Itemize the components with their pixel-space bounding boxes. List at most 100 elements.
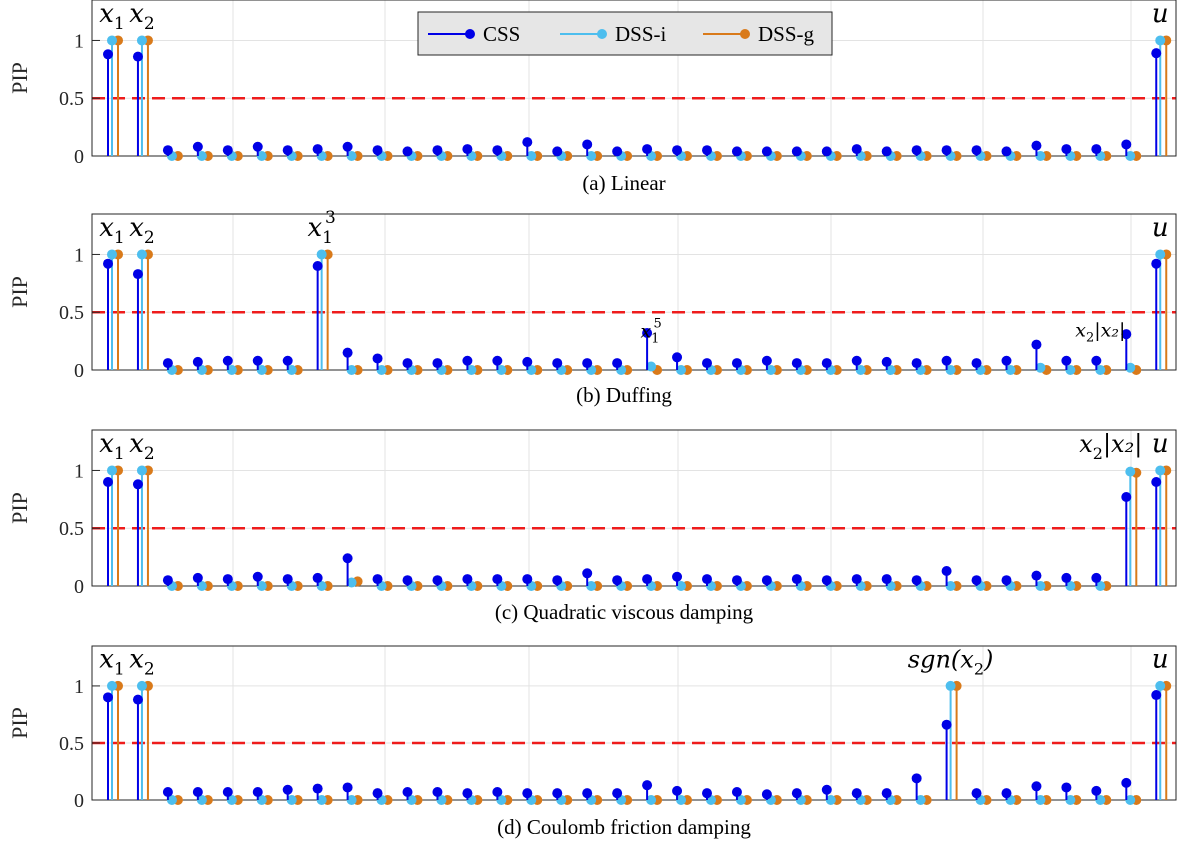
stem-marker (672, 571, 683, 582)
stem-marker (731, 787, 742, 798)
stem-marker (1005, 365, 1016, 375)
stem-marker (1155, 249, 1166, 260)
stem-marker (1155, 35, 1166, 46)
stem-marker (855, 365, 866, 375)
stem-marker (432, 575, 443, 586)
stem-marker (1151, 48, 1162, 59)
y-axis-label: PIP (7, 276, 32, 308)
y-tick-label: 1 (74, 30, 84, 52)
stem-marker (107, 35, 117, 46)
stem-marker (586, 151, 597, 161)
stem-marker (222, 574, 233, 585)
stem-marker (462, 788, 473, 799)
stem-marker (552, 788, 563, 799)
stem-marker (642, 328, 653, 339)
stem-marker (702, 788, 712, 799)
y-tick-label: 1 (74, 676, 84, 698)
stem-marker (402, 146, 413, 157)
panel-caption: (d) Coulomb friction damping (497, 815, 751, 839)
stem-marker (522, 137, 533, 148)
axes-frame (91, 645, 1177, 801)
stem-marker (1035, 151, 1046, 161)
stem-marker (282, 784, 293, 795)
stem-marker (825, 795, 836, 805)
stem-marker (1095, 581, 1106, 591)
stem-marker (582, 568, 593, 579)
stem-marker (162, 787, 173, 798)
plot-area (92, 646, 1176, 800)
series-dss-i (107, 680, 1166, 805)
stem-marker (642, 574, 653, 585)
stem-marker (312, 144, 323, 155)
stem-marker (791, 358, 802, 369)
y-axis-label: PIP (7, 707, 32, 739)
stem-marker (252, 355, 263, 366)
stem-marker (851, 144, 862, 155)
stem-marker (1035, 581, 1046, 591)
term-label: u (1152, 429, 1169, 459)
stem-marker (372, 574, 383, 585)
series-css (103, 690, 1162, 800)
y-tick-label: 0.5 (59, 302, 84, 324)
stem-marker (1091, 785, 1102, 796)
stem-marker (911, 575, 922, 586)
stem-marker (676, 581, 687, 591)
stem-marker (1065, 365, 1076, 375)
stem-marker (316, 795, 327, 805)
stem-marker (342, 782, 353, 793)
stem-marker (1065, 581, 1076, 591)
stem-marker (1001, 575, 1012, 586)
stem-marker (1065, 795, 1076, 805)
stem-marker (971, 575, 982, 586)
series-dss-i (107, 465, 1166, 591)
series-dss-i (107, 249, 1166, 375)
stem-marker (945, 581, 956, 591)
stem-marker (166, 795, 177, 805)
stem-marker (372, 145, 383, 156)
stem-marker (346, 365, 357, 375)
y-tick-label: 0.5 (59, 518, 84, 540)
series-css (103, 258, 1162, 370)
stem-marker (226, 795, 237, 805)
stem-marker (971, 358, 982, 369)
stem-marker (256, 151, 267, 161)
stem-marker (1031, 140, 1042, 151)
stem-marker (791, 146, 802, 157)
stem-marker (1095, 365, 1106, 375)
legend: CSS DSS-i DSS-g (417, 11, 833, 56)
stem-marker (496, 795, 507, 805)
legend-marker (740, 29, 750, 39)
stem-marker (107, 465, 117, 476)
legend-item-dss-g: DSS-g (703, 22, 815, 46)
stem-marker (406, 795, 417, 805)
stem-marker (702, 145, 712, 156)
stem-marker (192, 356, 203, 367)
stem-marker (436, 795, 447, 805)
stem-marker (1091, 572, 1102, 583)
stem-marker (552, 358, 563, 369)
stem-marker (1031, 339, 1042, 350)
stem-marker (103, 692, 113, 703)
stem-marker (851, 788, 862, 799)
stem-marker (731, 146, 742, 157)
stem-marker (941, 565, 952, 576)
stem-marker (136, 680, 147, 691)
stem-marker (1155, 465, 1166, 476)
stem-marker (256, 581, 267, 591)
legend-label: DSS-g (758, 22, 815, 46)
stem-marker (192, 787, 203, 798)
stem-marker (582, 788, 593, 799)
stem-marker (1125, 795, 1136, 805)
y-tick-label: 0 (74, 790, 84, 812)
stem-marker (526, 151, 537, 161)
stem-marker (342, 141, 353, 152)
stem-marker (492, 145, 503, 156)
term-label: x1 (99, 0, 125, 34)
stem-marker (222, 355, 233, 366)
stem-marker (911, 358, 922, 369)
legend-label: DSS-i (615, 22, 667, 46)
stem-marker (492, 787, 503, 798)
stem-marker (252, 141, 263, 152)
plot-area (92, 214, 1176, 370)
